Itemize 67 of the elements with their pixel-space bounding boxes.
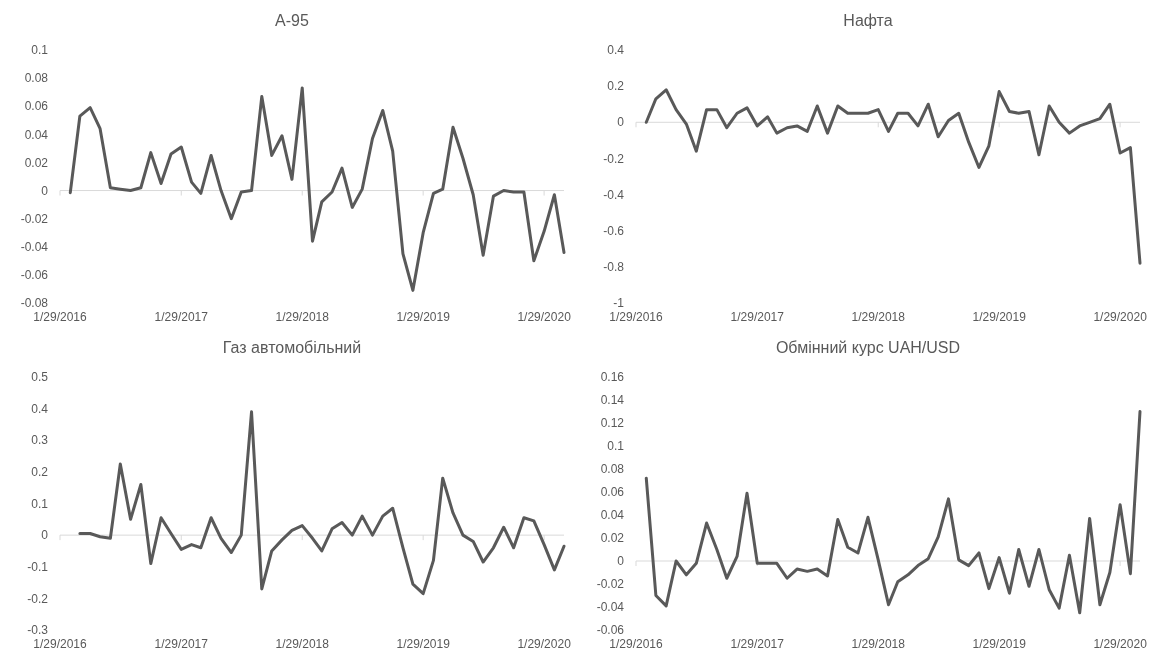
y-tick-label: 0.02 <box>600 531 625 546</box>
y-tick-label: 0.1 <box>31 496 49 511</box>
x-tick-label: 1/29/2018 <box>851 637 906 651</box>
x-tick-label: 1/29/2020 <box>517 310 572 324</box>
y-tick-label: 0.1 <box>31 43 49 58</box>
y-tick-label: 0.16 <box>600 370 625 385</box>
x-tick-label: 1/29/2020 <box>1093 310 1148 324</box>
y-tick-label: -0.04 <box>20 239 49 254</box>
y-tick-label: 0 <box>41 528 49 543</box>
y-tick-label: -0.06 <box>20 268 49 283</box>
x-tick-label: 1/29/2018 <box>275 637 330 651</box>
y-tick-label: -0.06 <box>596 623 625 638</box>
x-tick-label: 1/29/2019 <box>972 637 1027 651</box>
x-tick-label: 1/29/2017 <box>154 310 209 324</box>
chart-title: А-95 <box>275 12 309 29</box>
x-tick-label: 1/29/2016 <box>33 637 88 651</box>
y-tick-label: 0.08 <box>24 71 49 86</box>
x-tick-label: 1/29/2018 <box>851 310 906 324</box>
y-tick-label: 0.08 <box>600 462 625 477</box>
y-tick-label: 0.2 <box>607 79 625 94</box>
y-tick-label: 0.4 <box>607 43 625 58</box>
y-tick-label: 0.14 <box>600 393 625 408</box>
x-tick-label: 1/29/2017 <box>154 637 209 651</box>
y-tick-label: -0.1 <box>27 559 49 574</box>
y-tick-label: 0.5 <box>31 370 49 385</box>
line-series <box>644 88 1142 265</box>
y-tick-label: 0 <box>617 115 625 130</box>
y-tick-label: -0.08 <box>20 296 49 311</box>
y-tick-label: 0.06 <box>24 99 49 114</box>
y-tick-label: 0.12 <box>600 416 625 431</box>
y-tick-label: -0.02 <box>596 577 625 592</box>
line-series <box>68 86 566 292</box>
y-tick-label: 0.06 <box>600 485 625 500</box>
y-tick-label: 0 <box>41 183 49 198</box>
x-tick-label: 1/29/2017 <box>730 637 785 651</box>
y-tick-label: -0.3 <box>27 623 49 638</box>
x-tick-label: 1/29/2016 <box>609 637 664 651</box>
y-tick-label: 0.2 <box>31 465 49 480</box>
y-tick-label: 0.1 <box>607 439 625 454</box>
chart-title: Газ автомобільний <box>222 339 362 356</box>
y-tick-label: 0.04 <box>24 127 49 142</box>
x-tick-label: 1/29/2020 <box>517 637 572 651</box>
y-tick-label: 0.04 <box>600 508 625 523</box>
line-series <box>78 410 566 596</box>
y-tick-label: -0.4 <box>603 187 625 202</box>
x-tick-label: 1/29/2018 <box>275 310 330 324</box>
x-tick-label: 1/29/2016 <box>33 310 88 324</box>
x-tick-label: 1/29/2019 <box>396 637 451 651</box>
line-series <box>644 410 1142 615</box>
y-tick-label: 0.4 <box>31 401 49 416</box>
y-tick-label: 0 <box>617 554 625 569</box>
y-tick-label: -0.02 <box>20 211 49 226</box>
x-tick-label: 1/29/2020 <box>1093 637 1148 651</box>
y-tick-label: -1 <box>613 296 625 311</box>
x-tick-label: 1/29/2019 <box>396 310 451 324</box>
y-tick-label: -0.2 <box>27 591 49 606</box>
chart-title: Обмінний курс UAH/USD <box>775 339 961 356</box>
y-tick-label: 0.3 <box>31 433 49 448</box>
x-tick-label: 1/29/2017 <box>730 310 785 324</box>
y-tick-label: -0.6 <box>603 223 625 238</box>
chart-title: Нафта <box>843 12 893 29</box>
y-tick-label: -0.2 <box>603 151 625 166</box>
y-tick-label: -0.8 <box>603 260 625 275</box>
y-tick-label: 0.02 <box>24 155 49 170</box>
x-tick-label: 1/29/2019 <box>972 310 1027 324</box>
x-tick-label: 1/29/2016 <box>609 310 664 324</box>
y-tick-label: -0.04 <box>596 600 625 615</box>
